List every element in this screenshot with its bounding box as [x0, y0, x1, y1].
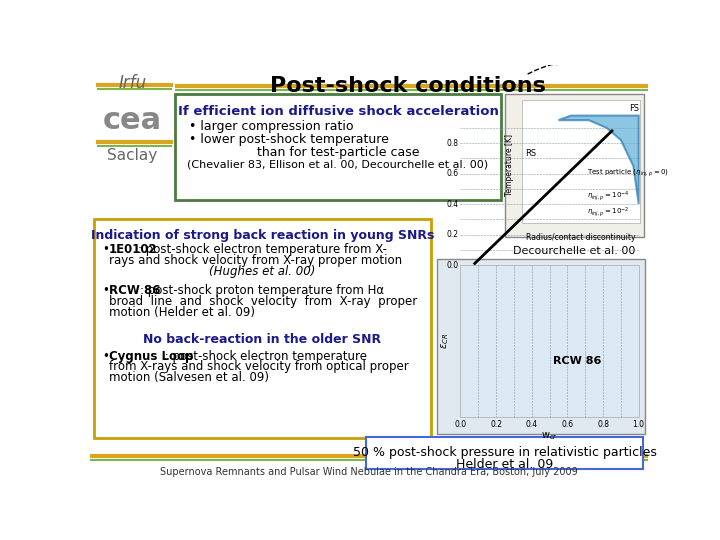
Text: from X-rays and shock velocity from optical proper: from X-rays and shock velocity from opti… — [109, 361, 408, 374]
Text: 0.0: 0.0 — [454, 420, 467, 429]
Text: 1E0102: 1E0102 — [109, 244, 157, 256]
Text: cea: cea — [103, 106, 162, 135]
Text: Supernova Remnants and Pulsar Wind Nebulae in the Chandra Era, Boston, July 2009: Supernova Remnants and Pulsar Wind Nebul… — [160, 467, 578, 477]
Text: RCW 86: RCW 86 — [109, 284, 160, 297]
Text: Helder et al. 09: Helder et al. 09 — [456, 457, 553, 470]
Text: FS: FS — [629, 104, 639, 113]
Text: $\epsilon_{CR}$: $\epsilon_{CR}$ — [439, 333, 451, 349]
Text: motion (Helder et al. 09): motion (Helder et al. 09) — [109, 306, 255, 319]
Text: 0.0: 0.0 — [447, 260, 459, 269]
Text: : post-shock proton temperature from Hα: : post-shock proton temperature from Hα — [140, 284, 384, 297]
Text: • larger compression ratio: • larger compression ratio — [189, 120, 354, 133]
Text: •: • — [103, 350, 114, 363]
Text: w$_{cr}$: w$_{cr}$ — [541, 430, 558, 442]
Text: RCW 86: RCW 86 — [553, 356, 601, 367]
Text: Irfu: Irfu — [119, 74, 147, 92]
Text: 0.6: 0.6 — [447, 169, 459, 178]
Text: Cygnus Loop: Cygnus Loop — [109, 350, 193, 363]
FancyBboxPatch shape — [94, 219, 431, 438]
Text: Post-shock conditions: Post-shock conditions — [270, 76, 546, 96]
FancyBboxPatch shape — [461, 265, 639, 417]
Text: 0.2: 0.2 — [490, 420, 502, 429]
Text: 0.6: 0.6 — [562, 420, 573, 429]
Text: No back-reaction in the older SNR: No back-reaction in the older SNR — [143, 333, 382, 346]
Text: •: • — [103, 284, 114, 297]
Text: $\eta_{inj,p}=10^{-4}$: $\eta_{inj,p}=10^{-4}$ — [587, 189, 629, 202]
Text: broad  line  and  shock  velocity  from  X-ray  proper: broad line and shock velocity from X-ray… — [109, 295, 417, 308]
Text: motion (Salvesen et al. 09): motion (Salvesen et al. 09) — [109, 372, 269, 384]
Text: Temperature [K]: Temperature [K] — [505, 134, 514, 196]
Text: : post-shock electron temperature: : post-shock electron temperature — [161, 350, 367, 363]
Text: 50 % post-shock pressure in relativistic particles: 50 % post-shock pressure in relativistic… — [353, 446, 657, 459]
Text: Indication of strong back reaction in young SNRs: Indication of strong back reaction in yo… — [91, 229, 434, 242]
Text: Test particle ($\eta_{inj,p}=0$): Test particle ($\eta_{inj,p}=0$) — [587, 168, 669, 179]
Text: 0.2: 0.2 — [447, 230, 459, 239]
FancyBboxPatch shape — [505, 94, 644, 237]
Text: (Hughes et al. 00): (Hughes et al. 00) — [210, 265, 315, 278]
FancyBboxPatch shape — [522, 100, 640, 224]
Text: If efficient ion diffusive shock acceleration: If efficient ion diffusive shock acceler… — [178, 105, 498, 118]
Polygon shape — [559, 116, 639, 204]
Text: (Chevalier 83, Ellison et al. 00, Decourchelle et al. 00): (Chevalier 83, Ellison et al. 00, Decour… — [187, 159, 489, 170]
Text: $\eta_{inj,p}=10^{-2}$: $\eta_{inj,p}=10^{-2}$ — [587, 205, 629, 219]
Text: • lower post-shock temperature: • lower post-shock temperature — [189, 133, 389, 146]
FancyBboxPatch shape — [437, 259, 645, 434]
Text: Saclay: Saclay — [107, 148, 158, 163]
Text: •: • — [103, 244, 114, 256]
FancyBboxPatch shape — [175, 94, 500, 200]
Text: 0.8: 0.8 — [597, 420, 609, 429]
Text: 0.4: 0.4 — [526, 420, 538, 429]
Text: RS: RS — [526, 150, 536, 159]
Text: 1.0: 1.0 — [633, 420, 644, 429]
Text: 0.4: 0.4 — [447, 199, 459, 208]
Text: : post-shock electron temperature from X-: : post-shock electron temperature from X… — [138, 244, 387, 256]
Text: rays and shock velocity from X-ray proper motion: rays and shock velocity from X-ray prope… — [109, 254, 402, 267]
FancyBboxPatch shape — [366, 437, 644, 469]
Text: Decourchelle et al. 00: Decourchelle et al. 00 — [513, 246, 636, 256]
Text: Radius/contact discontinuity: Radius/contact discontinuity — [526, 233, 636, 242]
Text: than for test-particle case: than for test-particle case — [257, 146, 419, 159]
Text: 0.8: 0.8 — [447, 139, 459, 147]
